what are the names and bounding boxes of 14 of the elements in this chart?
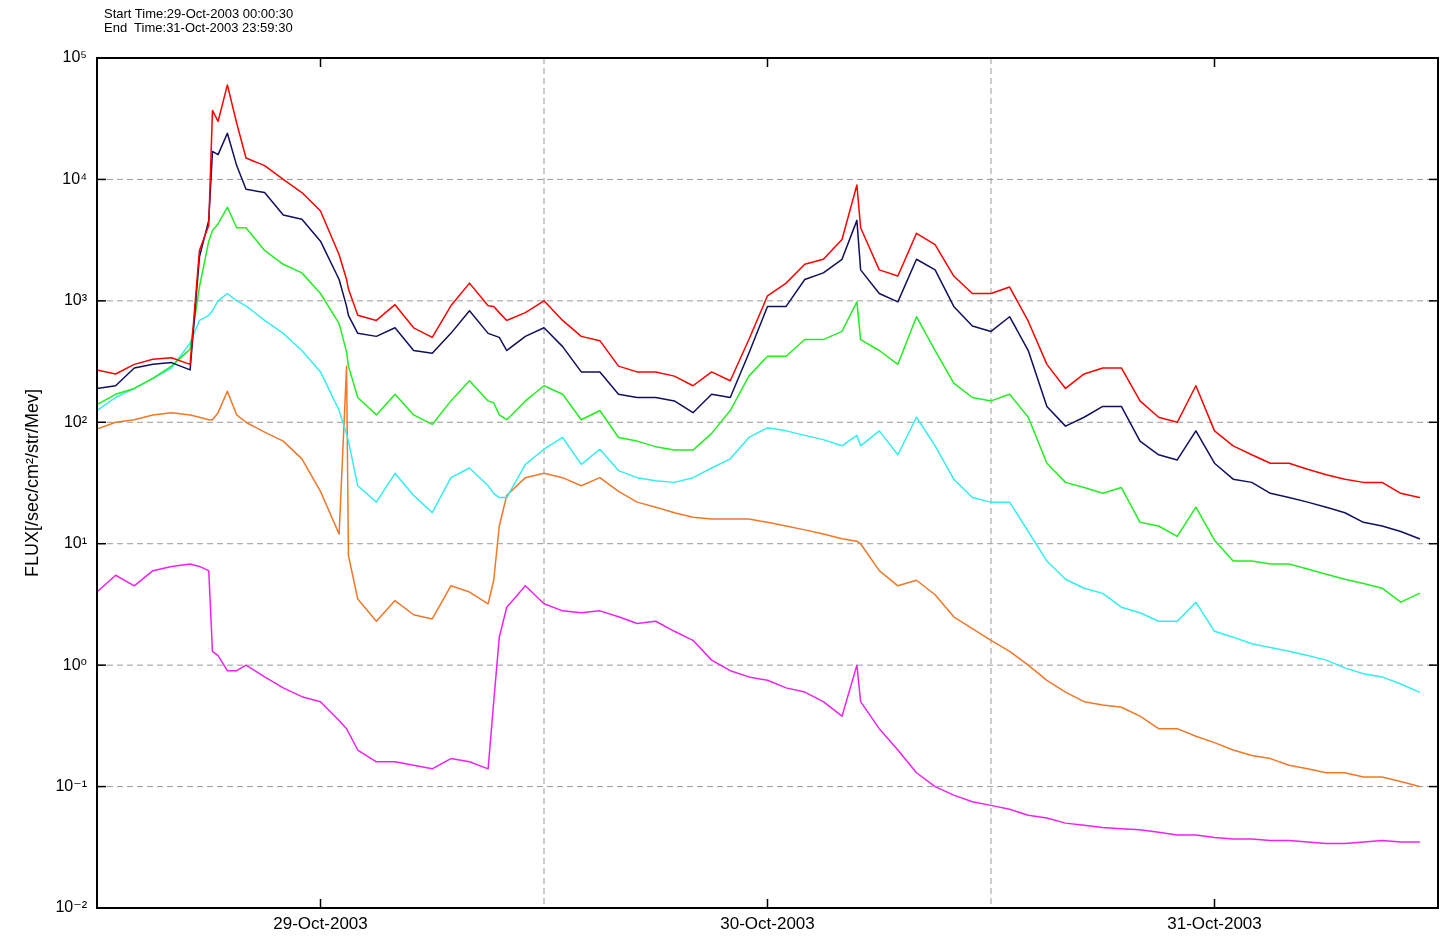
x-tick-label: 31-Oct-2003 [1167,913,1262,933]
y-tick-label: 10¹ [63,534,87,552]
text: Start Time:29-Oct-2003 00:00:30 [104,6,294,21]
y-axis-title: FLUX[/sec/cm²/str/Mev] [21,388,42,578]
y-tick-label: 10⁴ [62,169,88,187]
x-tick-label: 29-Oct-2003 [273,913,368,933]
y-tick-label: 10³ [63,291,88,309]
y-tick-label: 10⁻¹ [55,776,87,794]
y-tick-label: 10⁰ [62,655,87,673]
y-tick-label: 10⁻² [55,898,88,916]
x-tick-label: 30-Oct-2003 [720,913,815,933]
y-tick-label: 10² [63,412,88,430]
text: End Time:31-Oct-2003 23:59:30 [104,20,293,35]
y-tick-label: 10⁵ [62,48,87,66]
